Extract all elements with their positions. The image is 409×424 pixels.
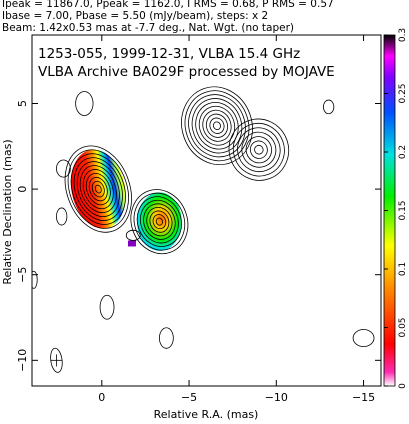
x-axis-label: Relative R.A. (mas) (154, 408, 259, 421)
contour-outer-jet (205, 113, 229, 138)
contour-core (91, 180, 105, 198)
contour-core (85, 172, 111, 206)
colorbar-ticks (384, 34, 388, 387)
contour-outer-jet (188, 94, 246, 158)
image-layer (32, 86, 375, 373)
contour-core (94, 184, 102, 194)
contour-outer-jet-tail (237, 127, 281, 173)
faint-contours (32, 91, 375, 349)
faint-contour (32, 270, 38, 289)
polarization-spot (127, 240, 136, 247)
chart-title: 1253-055, 1999-12-31, VLBA 15.4 GHz (38, 46, 300, 62)
contour-core (88, 176, 108, 202)
contour-outer-jet-tail (245, 136, 273, 164)
contour-outer-jet (195, 102, 239, 150)
contour-inner-jet (155, 217, 163, 226)
header-line-3: Beam: 1.42x0.53 mas at -7.7 deg., Nat. W… (2, 22, 295, 34)
x-tick-label: −5 (181, 391, 197, 404)
contour-inner-jet (136, 196, 182, 247)
faint-contour (158, 327, 174, 349)
contour-core (73, 157, 123, 221)
contour-core (64, 145, 132, 233)
contour-outer-jet-tail (249, 140, 268, 159)
y-axis-label: Relative Declination (mas) (1, 139, 14, 284)
colorbar-tick-label: 0.3 (398, 28, 408, 42)
contour-core (79, 165, 117, 214)
colorbar-tick-label: 0 (398, 383, 408, 389)
faint-contour (75, 91, 94, 116)
y-tick-label: 0 (16, 186, 29, 193)
contour-core (82, 169, 114, 210)
axis-tick-labels: 0 −5 −10 −15 5 0 −5 −10 (16, 100, 375, 404)
contour-inner-jet (146, 206, 173, 237)
y-tick-label: 5 (16, 100, 29, 107)
contour-outer-jet-tail (254, 144, 264, 155)
contour-core (76, 161, 120, 217)
faint-contour (323, 99, 335, 115)
x-tick-label: −15 (352, 391, 375, 404)
faint-contour (56, 159, 71, 178)
beam-ellipse (50, 347, 63, 373)
core-color-fill (70, 149, 126, 229)
faint-contour (352, 329, 375, 348)
contour-outer-jet (184, 90, 250, 162)
contour-inner-jet (139, 199, 179, 244)
contour-inner-jet (152, 214, 167, 230)
contour-inner-jet (133, 192, 186, 251)
y-tick-label: −10 (16, 349, 29, 372)
contour-outer-jet (198, 105, 236, 146)
colorbar-tick-labels: 0 0.05 0.1 0.15 0.2 0.25 0.3 (398, 28, 408, 389)
x-tick-label: −10 (265, 391, 288, 404)
colorbar-tick-label: 0.1 (398, 262, 408, 276)
colorbar-tick-label: 0.2 (398, 145, 408, 159)
axis-ticks (32, 35, 381, 386)
beam-shape (50, 347, 63, 373)
contour-outer-jet-tail (228, 118, 290, 181)
chart-subtitle: VLBA Archive BA029F processed by MOJAVE (38, 64, 335, 80)
contour-inner-jet (149, 210, 170, 233)
contour-outer-jet (181, 86, 253, 166)
contours (64, 86, 290, 255)
faint-contour (125, 229, 141, 241)
contour-outer-jet-tail (232, 123, 285, 177)
y-tick-label: −5 (16, 267, 29, 283)
colorbar-tick-label: 0.05 (398, 317, 408, 337)
x-tick-label: 0 (98, 391, 105, 404)
contour-core (70, 153, 126, 225)
contour-core (67, 149, 129, 229)
faint-contour (99, 294, 115, 320)
header-line-2: Ibase = 7.00, Pbase = 5.50 (mJy/beam), s… (2, 10, 269, 22)
polarization-color-fill (70, 149, 182, 251)
plot-frame (31, 34, 382, 387)
faint-contour (56, 207, 68, 226)
contour-inner-jet (143, 203, 176, 240)
contour-outer-jet-tail (241, 131, 277, 168)
contour-inner-jet (130, 189, 189, 255)
contour-outer-jet (209, 117, 225, 134)
inner-jet-color-fill (137, 192, 182, 251)
contour-outer-jet (191, 98, 243, 154)
colorbar-tick-label: 0.25 (398, 83, 408, 103)
contour-outer-jet (202, 109, 232, 142)
colorbar-tick-label: 0.15 (398, 200, 408, 220)
contour-outer-jet (213, 121, 221, 131)
header-line-1: Ipeak = 11867.0, Ppeak = 1162.0, I RMS =… (2, 0, 334, 10)
